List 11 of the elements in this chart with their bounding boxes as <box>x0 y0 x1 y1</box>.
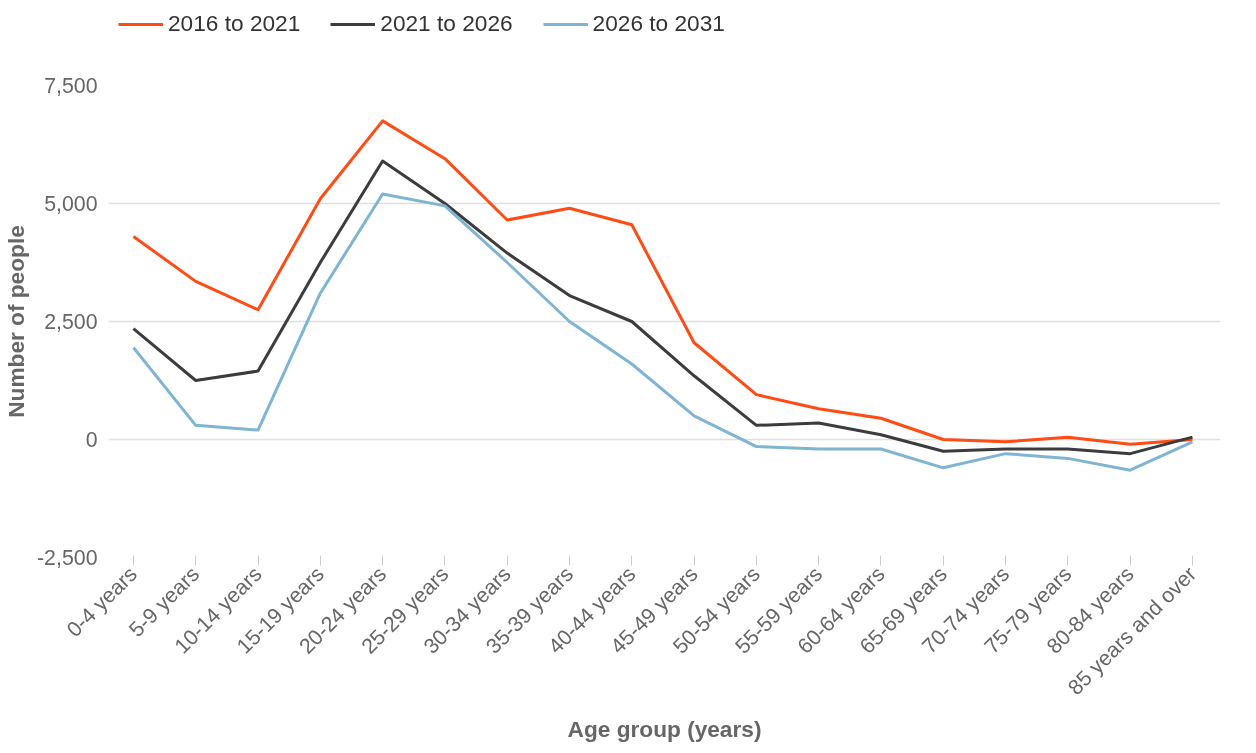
y-tick-label: 2,500 <box>44 310 98 334</box>
legend-label: 2026 to 2031 <box>592 10 725 37</box>
y-tick-label: 5,000 <box>44 192 98 216</box>
y-tick-label: 7,500 <box>44 74 98 98</box>
x-axis-title: Age group (years) <box>567 716 762 743</box>
line-series <box>131 192 1194 472</box>
legend-label: 2016 to 2021 <box>168 10 301 37</box>
y-tick-label: 0 <box>85 428 98 452</box>
y-axis-title: Number of people <box>3 225 30 418</box>
y-tick-label: -2,500 <box>37 546 98 570</box>
legend-label: 2021 to 2026 <box>380 10 513 37</box>
